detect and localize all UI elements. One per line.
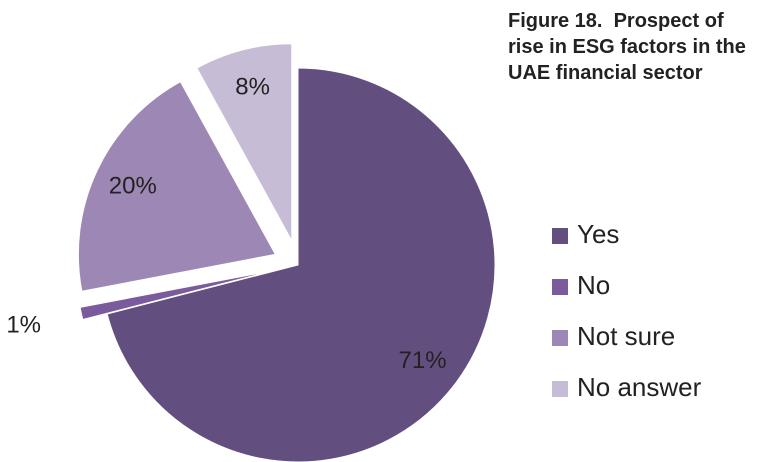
pie-slice bbox=[79, 269, 274, 321]
data-label: 8% bbox=[235, 73, 270, 100]
legend-swatch bbox=[552, 381, 568, 397]
data-label: 1% bbox=[6, 312, 41, 339]
pie-slice bbox=[77, 81, 277, 292]
legend-swatch bbox=[552, 330, 568, 346]
legend-label: No answer bbox=[577, 372, 702, 402]
legend-label: Yes bbox=[577, 219, 619, 249]
legend-swatch bbox=[552, 279, 568, 295]
data-label: 71% bbox=[399, 347, 447, 374]
legend-swatch bbox=[552, 228, 568, 244]
data-label: 20% bbox=[109, 173, 157, 200]
pie-slice bbox=[196, 43, 293, 242]
legend-label: Not sure bbox=[577, 321, 675, 351]
chart-title: Figure 18. Prospect of rise in ESG facto… bbox=[508, 10, 752, 84]
pie-slice bbox=[106, 67, 496, 462]
legend-label: No bbox=[577, 270, 610, 300]
